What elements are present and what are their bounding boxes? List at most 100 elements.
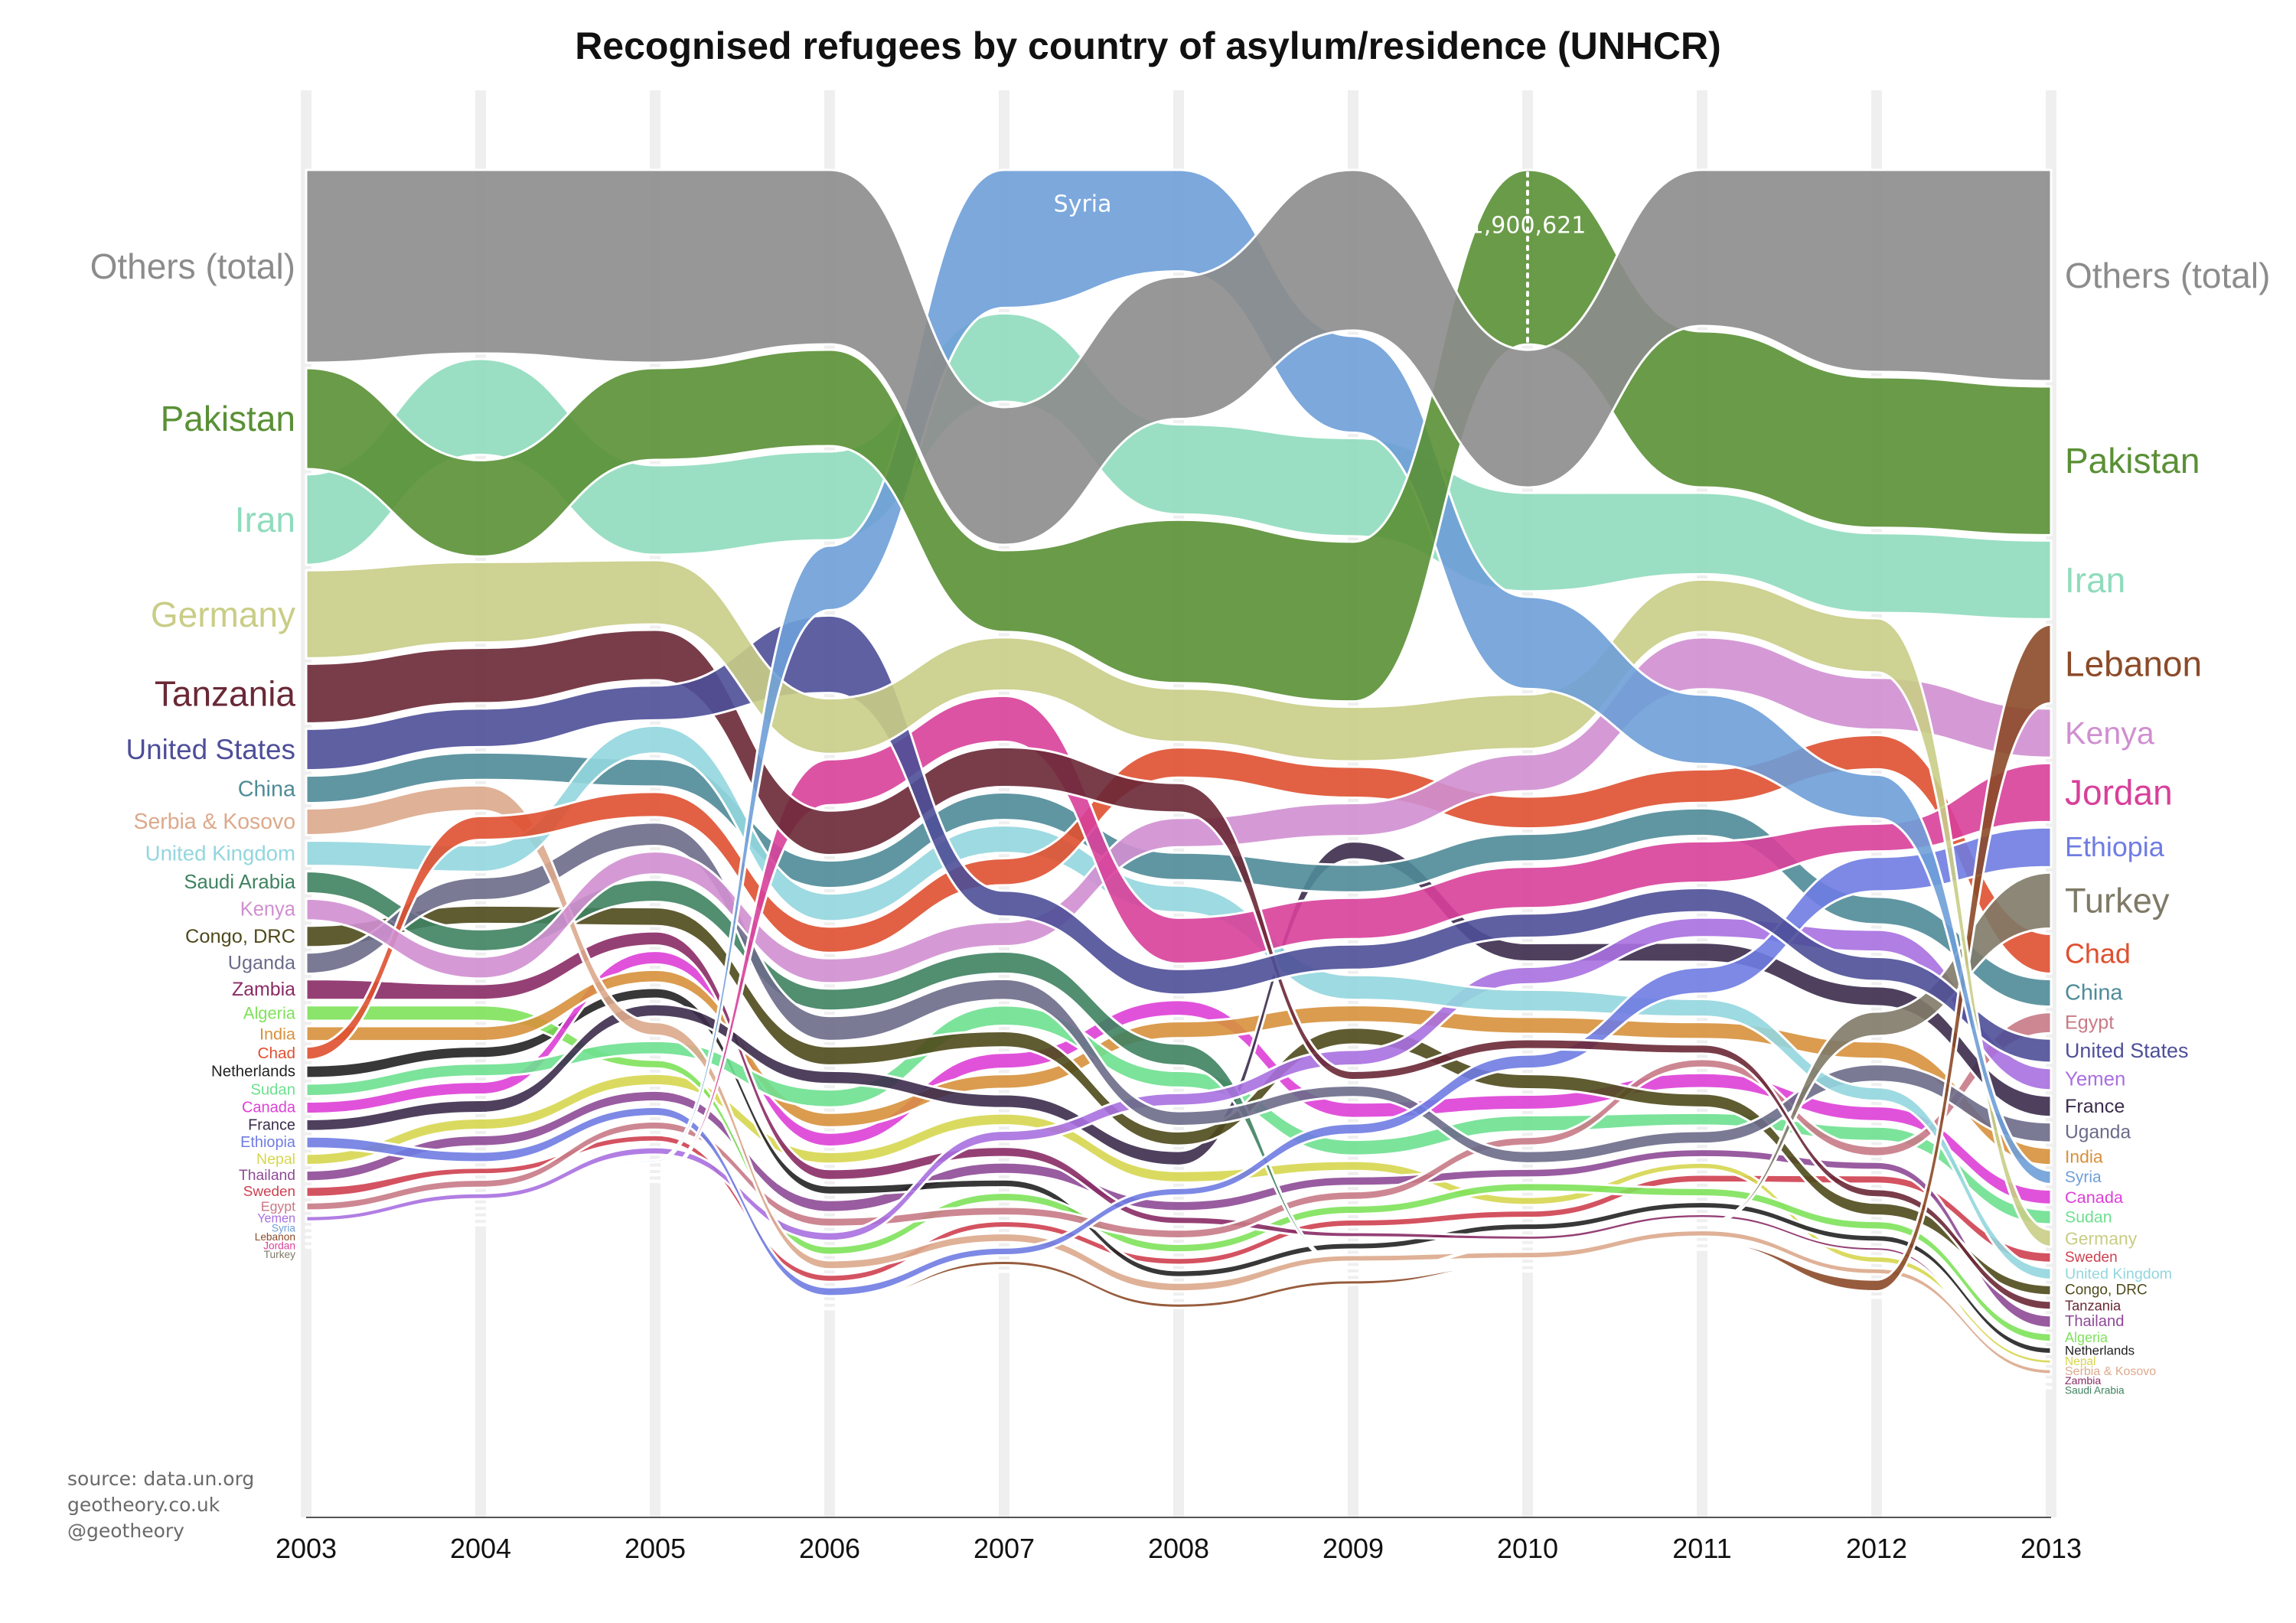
stream-algeria	[305, 1004, 2053, 1344]
x-tick-2010: 2010	[1497, 1533, 1558, 1564]
x-tick-2012: 2012	[1846, 1533, 1907, 1564]
left-label-netherlands: Netherlands	[211, 1064, 295, 1080]
stream-saudi-arabia	[305, 870, 2053, 1390]
left-label-group: Others (total) Pakistan Iran Germany Tanzani…	[90, 246, 296, 1260]
stream-uganda	[305, 821, 2053, 1165]
left-label-germany: Germany	[151, 595, 295, 634]
right-label-united-kingdom: United Kingdom	[2065, 1266, 2172, 1282]
annotation-group: Syria 1,900,621	[1054, 171, 1587, 344]
right-label-lebanon: Lebanon	[2065, 644, 2202, 684]
right-label-uganda: Uganda	[2065, 1122, 2131, 1142]
left-label-jordan: Jordan	[263, 1240, 295, 1252]
x-tick-2005: 2005	[625, 1533, 686, 1564]
left-label-serbia-kosovo: Serbia & Kosovo	[134, 810, 295, 834]
right-label-china: China	[2065, 981, 2123, 1005]
right-label-group: Others (total) Pakistan Iran Lebanon Kenya Jo…	[2065, 256, 2270, 1396]
stream-india	[305, 968, 2053, 1167]
left-label-united-kingdom: United Kingdom	[145, 842, 295, 865]
left-label-china: China	[238, 777, 296, 802]
right-label-iran: Iran	[2065, 560, 2125, 600]
right-label-tanzania: Tanzania	[2065, 1297, 2122, 1313]
left-label-algeria: Algeria	[243, 1003, 296, 1022]
left-label-others-total: Others (total)	[90, 246, 295, 286]
x-tick-2013: 2013	[2020, 1533, 2082, 1564]
right-label-france: France	[2065, 1096, 2125, 1117]
right-label-kenya: Kenya	[2065, 715, 2154, 751]
stream-yemen	[305, 916, 2053, 1243]
right-label-yemen: Yemen	[2065, 1068, 2125, 1090]
stream-syria	[305, 168, 2053, 1230]
left-label-tanzania: Tanzania	[155, 673, 296, 713]
left-label-thailand: Thailand	[239, 1168, 295, 1184]
left-label-zambia: Zambia	[232, 979, 295, 1000]
left-label-uganda: Uganda	[228, 953, 296, 974]
peak-value-label: 1,900,621	[1469, 212, 1587, 239]
left-label-chad: Chad	[258, 1045, 295, 1062]
chart-title: Recognised refugees by country of asylum…	[575, 24, 1721, 67]
left-label-kenya: Kenya	[240, 899, 296, 921]
right-label-ethiopia: Ethiopia	[2065, 832, 2164, 862]
right-label-saudi-arabia: Saudi Arabia	[2065, 1384, 2125, 1396]
stream-egypt	[305, 1011, 2053, 1240]
right-label-chad: Chad	[2065, 939, 2131, 970]
x-tick-2011: 2011	[1672, 1533, 1731, 1564]
left-label-pakistan: Pakistan	[161, 399, 295, 438]
right-label-sweden: Sweden	[2065, 1250, 2118, 1266]
series-stream-group	[305, 168, 2053, 1390]
right-label-netherlands: Netherlands	[2065, 1344, 2135, 1358]
source-line-2: geotheory.co.uk	[67, 1494, 220, 1516]
left-label-canada: Canada	[242, 1100, 296, 1116]
right-label-egypt: Egypt	[2065, 1012, 2114, 1033]
stream-jordan	[305, 694, 2053, 1243]
right-label-canada: Canada	[2065, 1188, 2124, 1207]
stream-netherlands	[305, 986, 2053, 1355]
left-label-ethiopia: Ethiopia	[240, 1134, 296, 1151]
inline-label-syria: Syria	[1054, 191, 1112, 218]
source-line-1: source: data.un.org	[67, 1468, 254, 1490]
left-label-syria: Syria	[272, 1223, 296, 1234]
right-label-syria: Syria	[2065, 1168, 2102, 1186]
right-label-pakistan: Pakistan	[2065, 441, 2200, 481]
stream-sweden	[305, 1133, 2053, 1283]
x-tick-2007: 2007	[974, 1533, 1035, 1564]
left-label-congo-drc: Congo, DRC	[185, 926, 295, 947]
stream-germany	[305, 559, 2053, 1249]
left-label-egypt: Egypt	[261, 1199, 295, 1214]
stream-united-kingdom	[305, 724, 2053, 1281]
left-label-turkey: Turkey	[264, 1249, 295, 1260]
stream-lebanon	[305, 623, 2053, 1309]
x-tick-2009: 2009	[1322, 1533, 1384, 1564]
right-label-others-total: Others (total)	[2065, 256, 2270, 295]
left-label-india: India	[259, 1024, 296, 1043]
stream-turkey	[305, 871, 2053, 1311]
stream-chad	[305, 734, 2053, 1061]
left-label-nepal: Nepal	[256, 1151, 295, 1168]
x-tick-2004: 2004	[450, 1533, 511, 1564]
stream-zambia	[305, 930, 2053, 1383]
right-label-serbia-kosovo: Serbia & Kosovo	[2065, 1365, 2156, 1378]
stream-congo-drc	[305, 904, 2053, 1297]
x-tick-2006: 2006	[799, 1533, 860, 1564]
left-label-lebanon: Lebanon	[255, 1231, 295, 1243]
right-label-jordan: Jordan	[2065, 773, 2173, 813]
left-label-united-states: United States	[126, 734, 295, 765]
source-line-3: @geotheory	[67, 1520, 184, 1542]
left-label-sudan: Sudan	[250, 1081, 295, 1098]
right-label-sudan: Sudan	[2065, 1208, 2112, 1227]
left-label-yemen: Yemen	[257, 1212, 295, 1226]
right-label-zambia: Zambia	[2065, 1375, 2101, 1387]
right-label-turkey: Turkey	[2065, 881, 2170, 920]
x-tick-2008: 2008	[1148, 1533, 1209, 1564]
stream-france	[305, 840, 2053, 1167]
stream-nepal	[305, 1072, 2053, 1365]
left-label-sweden: Sweden	[243, 1184, 295, 1200]
x-tick-2003: 2003	[276, 1533, 337, 1564]
right-label-algeria: Algeria	[2065, 1330, 2108, 1345]
right-label-congo-drc: Congo, DRC	[2065, 1282, 2148, 1299]
stream-canada	[305, 950, 2053, 1206]
stream-serbia-kosovo	[305, 784, 2053, 1376]
left-label-iran: Iran	[235, 500, 295, 539]
left-label-saudi-arabia: Saudi Arabia	[184, 872, 295, 893]
left-label-france: France	[248, 1116, 295, 1133]
